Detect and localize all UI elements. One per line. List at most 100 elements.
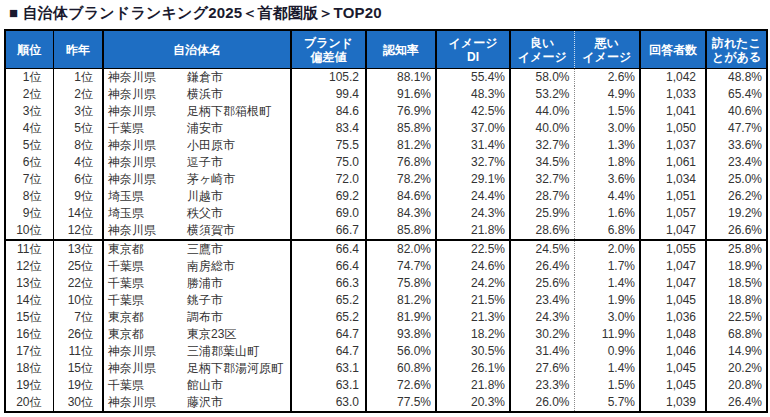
recognition-cell: 56.0% (366, 343, 436, 360)
recognition-cell: 85.8% (366, 120, 436, 137)
respondents-cell: 1,041 (640, 103, 706, 120)
recognition-cell: 77.5% (366, 394, 436, 412)
good-image-cell: 34.5% (510, 154, 574, 171)
prefecture-label: 千葉県 (108, 120, 187, 137)
rank-cell: 17位 (5, 343, 53, 360)
rank-cell: 20位 (5, 394, 53, 412)
good-image-cell: 25.9% (510, 205, 574, 222)
bad-image-cell: 1.9% (574, 292, 640, 309)
last-year-cell: 6位 (53, 171, 103, 188)
respondents-cell: 1,047 (640, 222, 706, 240)
column-header-good-image: 良い イメージ (510, 30, 574, 69)
brand-score-cell: 75.5 (291, 137, 366, 154)
bad-image-cell: 1.7% (574, 258, 640, 275)
table-row: 12位 25位 千葉県南房総市 66.4 74.7% 24.6% 26.4% 1… (5, 258, 767, 275)
respondents-cell: 1,039 (640, 394, 706, 412)
municipality-cell: 神奈川県横須賀市 (103, 222, 291, 240)
rank-cell: 19位 (5, 377, 53, 394)
visited-cell: 40.6% (706, 103, 767, 120)
table-row: 16位 26位 東京都東京23区 64.7 93.8% 18.2% 30.2% … (5, 326, 767, 343)
table-row: 18位 15位 神奈川県足柄下郡湯河原町 63.1 60.8% 26.1% 27… (5, 360, 767, 377)
prefecture-label: 千葉県 (108, 258, 187, 275)
city-label: 三浦郡葉山町 (187, 344, 259, 358)
brand-score-cell: 84.6 (291, 103, 366, 120)
rank-cell: 9位 (5, 205, 53, 222)
good-image-cell: 26.0% (510, 394, 574, 412)
recognition-cell: 72.6% (366, 377, 436, 394)
city-label: 東京23区 (187, 327, 236, 341)
rank-cell: 8位 (5, 188, 53, 205)
rank-cell: 12位 (5, 258, 53, 275)
visited-cell: 47.7% (706, 120, 767, 137)
rank-cell: 4位 (5, 120, 53, 137)
bad-image-cell: 3.0% (574, 309, 640, 326)
header-row: 順位 昨年 自治体名 ブランド 偏差値 認知率 イメージ DI 良い イメージ … (5, 30, 767, 69)
good-image-cell: 25.6% (510, 275, 574, 292)
good-image-cell: 24.5% (510, 240, 574, 258)
image-di-cell: 24.3% (436, 205, 510, 222)
visited-cell: 26.6% (706, 222, 767, 240)
municipality-cell: 神奈川県小田原市 (103, 137, 291, 154)
bad-image-cell: 1.3% (574, 137, 640, 154)
brand-score-cell: 66.3 (291, 275, 366, 292)
bad-image-cell: 4.9% (574, 86, 640, 103)
recognition-cell: 85.8% (366, 222, 436, 240)
municipality-cell: 埼玉県秩父市 (103, 205, 291, 222)
bad-image-cell: 1.5% (574, 103, 640, 120)
visited-cell: 18.8% (706, 292, 767, 309)
image-di-cell: 21.8% (436, 377, 510, 394)
prefecture-label: 神奈川県 (108, 222, 187, 239)
last-year-cell: 30位 (53, 394, 103, 412)
visited-cell: 48.8% (706, 69, 767, 87)
image-di-cell: 30.5% (436, 343, 510, 360)
bad-image-cell: 1.4% (574, 275, 640, 292)
recognition-cell: 74.7% (366, 258, 436, 275)
respondents-cell: 1,045 (640, 377, 706, 394)
column-header-recognition: 認知率 (366, 30, 436, 69)
image-di-cell: 24.6% (436, 258, 510, 275)
prefecture-label: 神奈川県 (108, 86, 187, 103)
image-di-cell: 21.5% (436, 292, 510, 309)
prefecture-label: 東京都 (108, 309, 187, 326)
prefecture-label: 神奈川県 (108, 154, 187, 171)
table-row: 4位 5位 千葉県浦安市 83.4 85.8% 37.0% 40.0% 3.0%… (5, 120, 767, 137)
municipality-cell: 千葉県浦安市 (103, 120, 291, 137)
column-header-image-di: イメージ DI (436, 30, 510, 69)
image-di-cell: 21.3% (436, 309, 510, 326)
visited-cell: 20.8% (706, 377, 767, 394)
recognition-cell: 75.8% (366, 275, 436, 292)
rank-cell: 10位 (5, 222, 53, 240)
respondents-cell: 1,046 (640, 343, 706, 360)
visited-cell: 20.2% (706, 360, 767, 377)
visited-cell: 65.4% (706, 86, 767, 103)
good-image-cell: 40.0% (510, 120, 574, 137)
brand-score-cell: 66.7 (291, 222, 366, 240)
brand-score-cell: 75.0 (291, 154, 366, 171)
city-label: 逗子市 (187, 155, 223, 169)
city-label: 足柄下郡湯河原町 (187, 361, 283, 375)
good-image-cell: 32.7% (510, 171, 574, 188)
prefecture-label: 千葉県 (108, 292, 187, 309)
bad-image-cell: 3.0% (574, 120, 640, 137)
column-header-rank: 順位 (5, 30, 53, 69)
image-di-cell: 31.4% (436, 137, 510, 154)
municipality-cell: 神奈川県三浦郡葉山町 (103, 343, 291, 360)
municipality-cell: 神奈川県逗子市 (103, 154, 291, 171)
visited-cell: 68.8% (706, 326, 767, 343)
column-header-bad-image: 悪い イメージ (574, 30, 640, 69)
prefecture-label: 東京都 (108, 241, 187, 258)
table-row: 7位 6位 神奈川県茅ヶ崎市 72.0 78.2% 29.1% 32.7% 3.… (5, 171, 767, 188)
visited-cell: 25.0% (706, 171, 767, 188)
city-label: 川越市 (187, 189, 223, 203)
good-image-cell: 23.4% (510, 292, 574, 309)
table-row: 11位 13位 東京都三鷹市 66.4 82.0% 22.5% 24.5% 2.… (5, 240, 767, 258)
last-year-cell: 1位 (53, 69, 103, 87)
city-label: 横須賀市 (187, 223, 235, 237)
column-header-municipality: 自治体名 (103, 30, 291, 69)
visited-cell: 33.6% (706, 137, 767, 154)
prefecture-label: 神奈川県 (108, 343, 187, 360)
municipality-cell: 神奈川県鎌倉市 (103, 69, 291, 87)
brand-score-cell: 65.2 (291, 292, 366, 309)
table-row: 17位 11位 神奈川県三浦郡葉山町 64.7 56.0% 30.5% 31.4… (5, 343, 767, 360)
last-year-cell: 2位 (53, 86, 103, 103)
